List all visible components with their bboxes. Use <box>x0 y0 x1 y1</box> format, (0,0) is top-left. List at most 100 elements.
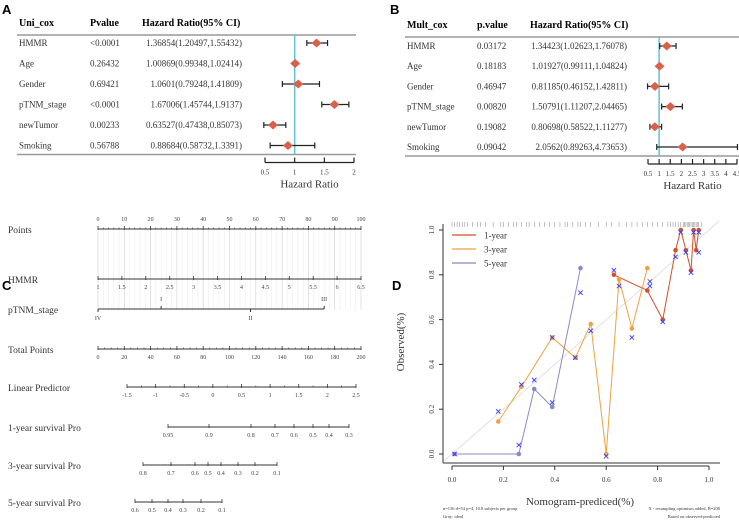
optimism-marker <box>531 377 537 383</box>
scale-tick-label: 1.5 <box>118 285 126 291</box>
scale-tick-label: 2.5 <box>166 285 174 291</box>
scale-tick-label: 3.5 <box>214 285 222 291</box>
hazard-ratio-point <box>661 41 672 51</box>
row-pvalue: 0.00233 <box>90 120 120 130</box>
optimism-marker <box>611 267 617 273</box>
footnote: Gray: ideal <box>443 514 464 519</box>
x-tick-label: 1 <box>657 170 661 178</box>
row-pvalue: <0.0001 <box>90 38 120 48</box>
scale-tick-label: 0.95 <box>163 433 174 439</box>
optimism-marker <box>696 249 702 255</box>
scale-tick-label: 0.7 <box>271 433 279 439</box>
x-tick-label: 4 <box>724 170 728 178</box>
optimism-marker <box>549 335 555 341</box>
optimism-marker <box>577 290 584 296</box>
scale-tick-label: 0.4 <box>217 471 225 477</box>
row-label: newTumor <box>407 122 446 132</box>
nomogram-scale-label: 1-year survival Pro <box>8 424 81 434</box>
scale-tick-label: 4 <box>240 285 243 291</box>
x-tick-label: 2.5 <box>688 170 697 178</box>
x-tick-label: 3.5 <box>710 170 719 178</box>
scale-tick-label: 60 <box>174 355 180 361</box>
row-pvalue: 0.03172 <box>477 41 506 51</box>
hazard-ratio-point <box>329 100 340 109</box>
optimism-marker <box>572 355 578 361</box>
x-axis-label: Hazard Ratio <box>280 179 339 191</box>
row-label: Smoking <box>407 142 440 152</box>
scale-tick-label: 0.5 <box>204 471 212 477</box>
row-hazard-ratio: 0.80698(0.58522,1.11277) <box>531 122 627 132</box>
optimism-marker <box>660 319 666 325</box>
row-hazard-ratio: 0.88684(0.58732,1.3391) <box>151 141 243 151</box>
x-tick-label: 0.5 <box>644 170 653 178</box>
row-label: pTNM_stage <box>19 100 67 110</box>
scale-tick-label: 0 <box>97 355 100 361</box>
scale-tick-label: 2.5 <box>352 393 360 399</box>
x-axis-label: Nomogram-prediced(%) <box>526 496 634 508</box>
x-tick-label: 2 <box>352 169 356 177</box>
hazard-ratio-point <box>311 38 322 48</box>
scale-tick-label: 0 <box>211 393 214 399</box>
scale-tick-label: 0.8 <box>247 433 255 439</box>
scale-tick-label: 30 <box>174 217 180 223</box>
scale-tick-label: 0.1 <box>218 508 226 514</box>
hazard-ratio-point <box>649 122 660 132</box>
scale-tick-label: 60 <box>253 217 259 223</box>
nomogram-scale-label: pTNM_stage <box>8 306 58 316</box>
row-hazard-ratio: 0.81185(0.46152,1.42811) <box>532 81 627 91</box>
series-line-5-year <box>454 267 581 455</box>
x-tick-label: 0.5 <box>261 169 270 177</box>
row-pvalue: <0.0001 <box>90 100 120 110</box>
footnote: Based on observed-predicted <box>668 514 721 519</box>
scale-tick-label: 80 <box>305 217 311 223</box>
row-hazard-ratio: 1.36854(1.20497,1.55432) <box>146 38 242 48</box>
scale-tick-label: 40 <box>148 355 154 361</box>
optimism-marker <box>603 453 609 459</box>
legend-label: 1-year <box>484 231 507 241</box>
row-label: newTumor <box>19 120 58 130</box>
optimism-marker <box>688 270 694 276</box>
nomogram-scale-label: Total Points <box>8 346 54 356</box>
category-label: I <box>160 297 162 303</box>
column-header: Hazard Ratio(95% CI) <box>142 18 240 29</box>
scale-tick-label: 80 <box>200 355 206 361</box>
x-tick-label: 3 <box>702 170 706 178</box>
scale-tick-label: 40 <box>200 217 206 223</box>
scale-tick-label: 180 <box>330 355 339 361</box>
series-point <box>578 265 583 271</box>
scale-tick-label: 0.3 <box>234 471 242 477</box>
optimism-marker <box>696 229 702 235</box>
series-line-3-year <box>497 267 648 455</box>
hazard-ratio-point <box>268 120 279 130</box>
row-pvalue: 0.26432 <box>90 59 119 69</box>
series-point <box>673 247 678 253</box>
row-pvalue: 0.00820 <box>477 102 507 112</box>
x-tick-label: 0.0 <box>448 476 457 484</box>
scale-tick-label: 0.7 <box>167 471 175 477</box>
scale-tick-label: 0.6 <box>131 508 139 514</box>
optimism-marker <box>495 408 501 414</box>
row-hazard-ratio: 0.63527(0.47438,0.85073) <box>146 120 242 130</box>
scale-tick-label: 0.3 <box>345 433 353 439</box>
x-tick-label: 1.5 <box>666 170 675 178</box>
optimism-marker <box>647 279 653 285</box>
scale-tick-label: 160 <box>304 355 313 361</box>
y-tick-label: 0.6 <box>428 315 436 324</box>
scale-tick-label: 0.4 <box>164 508 172 514</box>
ideal-line <box>443 220 720 462</box>
scale-tick-label: 0.5 <box>238 393 246 399</box>
x-tick-label: 0.4 <box>550 476 559 484</box>
scale-tick-label: 3 <box>192 285 195 291</box>
y-tick-label: 0.4 <box>428 360 436 369</box>
scale-tick-label: 20 <box>148 217 154 223</box>
nomogram-scale-label: HMMR <box>8 276 39 286</box>
panel-label-d: D <box>392 278 401 293</box>
row-hazard-ratio: 1.0601(0.79248,1.41809) <box>151 79 243 89</box>
hazard-ratio-point <box>293 79 304 89</box>
optimism-marker <box>452 451 458 457</box>
hazard-ratio-point <box>677 142 688 152</box>
hazard-ratio-point <box>665 102 676 112</box>
row-pvalue: 0.19082 <box>477 122 506 132</box>
row-pvalue: 0.46947 <box>477 81 507 91</box>
optimism-marker <box>678 229 684 235</box>
